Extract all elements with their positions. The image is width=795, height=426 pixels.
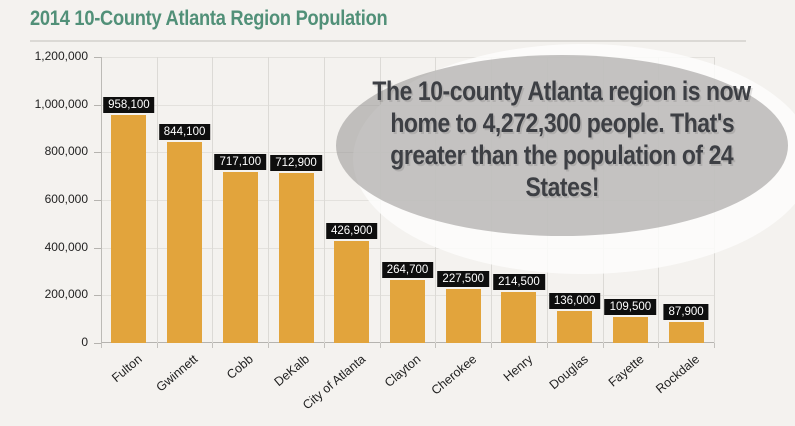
x-axis-label: DeKalb xyxy=(271,352,313,390)
vertical-gridline xyxy=(212,57,214,343)
bar-value-label: 87,900 xyxy=(663,304,709,320)
title-divider xyxy=(30,40,746,42)
bar-gwinnett xyxy=(167,142,203,343)
callout-text-line: greater than the population of 24 xyxy=(390,139,734,170)
bar-fulton xyxy=(111,115,147,343)
bar-value-label: 717,100 xyxy=(214,154,267,170)
bar-value-label: 227,500 xyxy=(437,271,490,287)
bar-value-label: 264,700 xyxy=(381,262,434,278)
bar-cobb xyxy=(222,172,258,343)
y-tick-mark xyxy=(94,200,101,201)
y-axis-label: 800,000 xyxy=(44,144,88,159)
x-axis-label: Cobb xyxy=(224,352,257,382)
bar-henry xyxy=(501,292,537,343)
y-axis-label: 1,000,000 xyxy=(34,96,88,111)
bar-douglas xyxy=(557,311,593,343)
x-axis-label: Rockdale xyxy=(653,352,703,397)
x-axis-label: Douglas xyxy=(546,352,591,393)
bar-cherokee xyxy=(445,289,481,343)
x-axis-label: Fayette xyxy=(605,352,647,390)
chart-title: 2014 10-County Atlanta Region Population xyxy=(30,7,388,30)
x-tick-mark xyxy=(658,343,660,348)
y-axis-label: 400,000 xyxy=(44,239,88,254)
vertical-gridline xyxy=(156,57,158,343)
x-tick-mark xyxy=(379,343,381,348)
x-tick-mark xyxy=(714,343,715,348)
y-tick-mark xyxy=(94,57,101,58)
bar-value-label: 712,900 xyxy=(270,155,322,171)
y-tick-mark xyxy=(94,152,101,154)
y-axis-line xyxy=(101,57,102,343)
y-tick-mark xyxy=(94,247,101,249)
y-tick-mark xyxy=(94,343,101,344)
x-tick-mark xyxy=(602,343,604,348)
callout-ellipse: The 10-county Atlanta region is now home … xyxy=(336,55,788,236)
x-axis-label: Gwinnett xyxy=(153,352,201,395)
y-tick-mark xyxy=(94,104,101,106)
callout-text-line: The 10-county Atlanta region is now xyxy=(372,75,752,106)
x-tick-mark xyxy=(323,343,325,348)
x-axis-label: Henry xyxy=(500,352,535,385)
horizontal-gridline xyxy=(101,57,714,58)
y-axis: 0 200,000 400,000 600,000 800,000 1,000,000 1,… xyxy=(0,0,101,426)
x-axis-label: Fulton xyxy=(109,352,145,386)
y-axis-label: 1,200,000 xyxy=(34,49,88,63)
bar-dekalb xyxy=(278,173,314,343)
x-tick-mark xyxy=(156,343,158,348)
callout-text-line: States! xyxy=(525,171,599,202)
x-tick-mark xyxy=(435,343,437,348)
callout-text-line: home to 4,272,300 people. That's xyxy=(390,107,734,138)
bar-value-label: 214,500 xyxy=(493,274,545,290)
bar-value-label: 958,100 xyxy=(103,97,155,113)
y-axis-label: 0 xyxy=(81,335,88,349)
x-axis-label: Cherokee xyxy=(428,352,480,398)
bar-value-label: 109,500 xyxy=(604,299,657,315)
bar-city-of-atlanta xyxy=(334,241,370,343)
x-tick-mark xyxy=(268,343,270,348)
bar-value-label: 844,100 xyxy=(158,124,211,140)
x-tick-mark xyxy=(101,343,102,348)
vertical-gridline xyxy=(323,57,325,343)
vertical-gridline xyxy=(268,57,270,343)
x-axis-label: City of Atlanta xyxy=(299,352,368,413)
plot-area: 958,100 844,100 717,100 712,900 426,900 264,7… xyxy=(101,57,715,348)
bar-clayton xyxy=(390,280,425,343)
horizontal-gridline xyxy=(101,247,714,249)
x-tick-mark xyxy=(212,343,214,348)
bar-value-label: 426,900 xyxy=(325,223,378,239)
x-axis-label: Clayton xyxy=(382,352,424,390)
x-tick-mark xyxy=(491,343,493,348)
bar-value-label: 136,000 xyxy=(548,293,601,309)
bar-fayette xyxy=(612,317,648,343)
bar-rockdale xyxy=(668,322,704,343)
y-tick-mark xyxy=(94,295,101,297)
x-tick-mark xyxy=(546,343,548,348)
y-axis-label: 200,000 xyxy=(44,287,88,302)
y-axis-label: 600,000 xyxy=(44,192,88,206)
